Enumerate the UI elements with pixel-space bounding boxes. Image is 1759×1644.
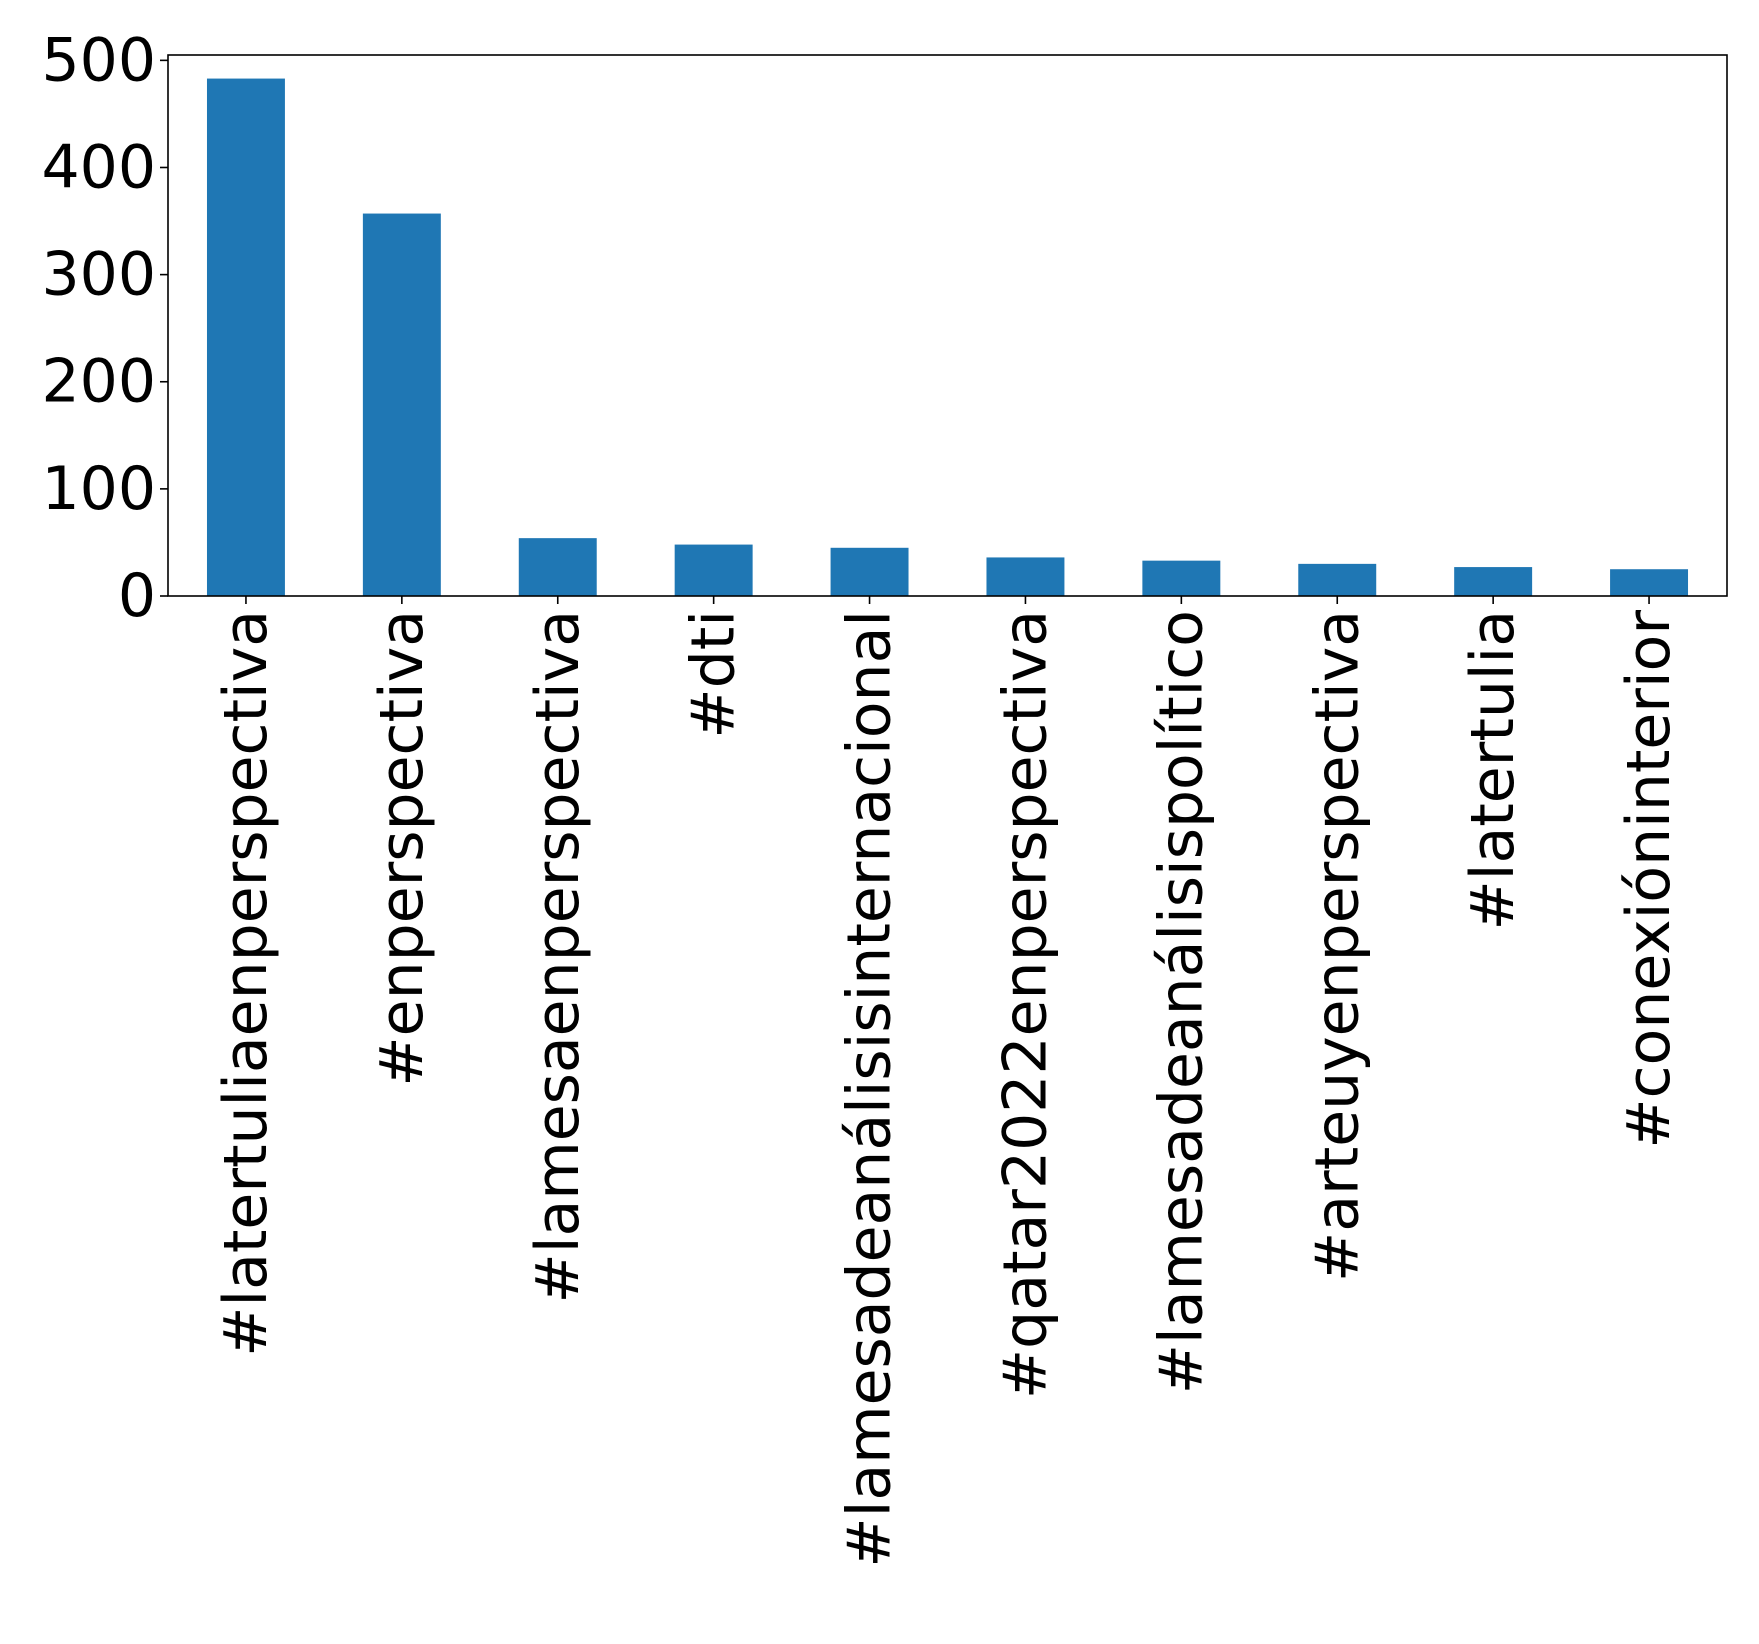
bars-group (206, 78, 1689, 597)
y-tick-label: 400 (41, 132, 156, 202)
x-tick-label: #lamesaenperspectiva (523, 610, 593, 1303)
x-axis-ticks: #latertuliaenperspectiva #enperspectiva #l… (211, 596, 1684, 1568)
bar-3 (518, 538, 597, 596)
bar-9 (1454, 567, 1533, 596)
bar-2 (362, 213, 441, 597)
x-tick-label: #lamesadeanálisisinternacional (835, 610, 905, 1568)
y-tick-label: 100 (41, 454, 156, 524)
bar-7 (1142, 560, 1221, 596)
bar-10 (1610, 569, 1689, 596)
x-tick-label: #dti (679, 610, 749, 739)
x-tick-label: #lamesadeanálisispolítico (1146, 610, 1216, 1394)
bar-8 (1298, 563, 1377, 596)
x-tick-label: #latertulia (1458, 610, 1528, 930)
y-tick-label: 500 (41, 25, 156, 95)
x-tick-label: #qatar2022enperspectiva (990, 610, 1060, 1399)
x-tick-label: #enperspectiva (367, 610, 437, 1087)
bar-4 (674, 544, 753, 596)
bar-6 (986, 557, 1065, 596)
y-tick-label: 200 (41, 347, 156, 417)
bar-5 (830, 547, 909, 596)
y-tick-label: 0 (118, 561, 156, 631)
plot-area-frame (167, 54, 1728, 597)
x-tick-label: #arteuyenperspectiva (1302, 610, 1372, 1282)
bar-1 (206, 78, 285, 597)
x-tick-label: #conexióninterior (1614, 610, 1684, 1149)
y-axis-ticks: 0 100 200 300 400 500 (41, 25, 168, 631)
y-tick-label: 300 (41, 240, 156, 310)
x-tick-label: #latertuliaenperspectiva (211, 610, 281, 1357)
